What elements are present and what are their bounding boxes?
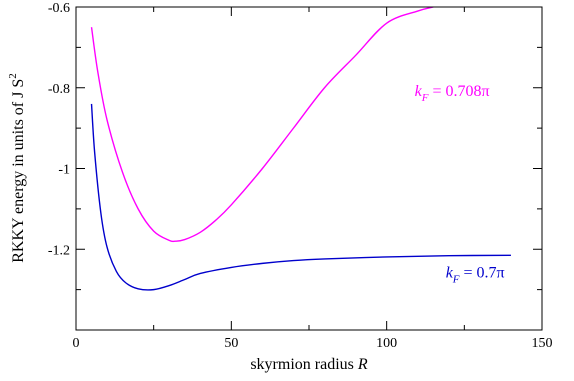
y-tick-label: -0.8 — [48, 82, 70, 97]
y-axis-title-sup: 2 — [7, 73, 19, 79]
x-axis-title-text: skyrmion radius — [250, 356, 354, 373]
x-tick-label: 150 — [532, 336, 553, 351]
y-axis-title-text: RKKY energy in units of J S — [10, 79, 27, 263]
x-axis-title-var: R — [357, 356, 368, 373]
plot-frame — [75, 6, 543, 331]
series-line-0 — [90, 6, 434, 243]
series-layer — [90, 6, 511, 291]
x-tick-label: 0 — [73, 336, 80, 351]
x-axis-title: skyrmion radius R — [250, 356, 368, 373]
y-tick-label: -1 — [58, 163, 70, 178]
y-tick-label: -1.2 — [48, 243, 70, 258]
annotation-layer: kF = 0.708π kF = 0.7π — [415, 83, 505, 286]
series-annotation-0: kF = 0.708π — [415, 83, 490, 104]
tick-labels-layer: 0 50 100 150 -0.6 -0.8 -1 -1.2 — [48, 1, 553, 351]
series-annotation-1: kF = 0.7π — [446, 265, 505, 286]
y-axis-title: RKKY energy in units of J S2 — [7, 73, 27, 263]
ticks-layer — [75, 6, 543, 330]
x-tick-label: 100 — [376, 336, 397, 351]
y-tick-label: -0.6 — [48, 1, 70, 16]
series-line-1 — [90, 103, 511, 291]
x-tick-label: 50 — [224, 336, 238, 351]
